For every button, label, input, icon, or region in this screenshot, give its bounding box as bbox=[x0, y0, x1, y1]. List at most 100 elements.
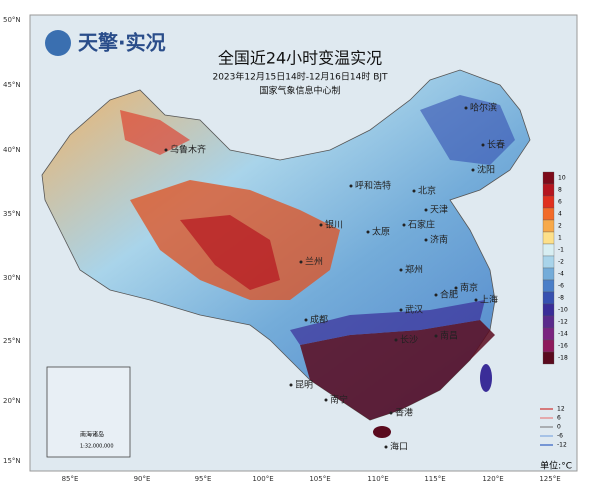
legend-swatch bbox=[542, 327, 555, 341]
city-label: 长春 bbox=[487, 139, 505, 151]
legend-label: -14 bbox=[558, 331, 568, 338]
lon-label: 120°E bbox=[482, 475, 503, 483]
line-legend-label: 12 bbox=[557, 406, 565, 413]
lat-label: 50°N bbox=[3, 16, 21, 24]
city-dot bbox=[389, 411, 393, 415]
legend-swatch bbox=[542, 255, 555, 269]
city-dot bbox=[399, 268, 403, 272]
city-label: 兰州 bbox=[305, 256, 323, 268]
city-label: 济南 bbox=[430, 234, 448, 246]
city-label: 合肥 bbox=[440, 289, 458, 301]
logo-icon bbox=[45, 30, 71, 56]
lat-label: 40°N bbox=[3, 146, 21, 154]
city-label: 天津 bbox=[430, 205, 448, 216]
city-dot bbox=[304, 318, 308, 322]
legend-swatch bbox=[542, 339, 555, 353]
line-legend-label: -6 bbox=[557, 433, 563, 440]
cold-edge bbox=[290, 300, 485, 345]
city-dot bbox=[349, 184, 353, 188]
cold-zone bbox=[300, 320, 495, 420]
line-legend-label: 6 bbox=[557, 415, 561, 422]
city-label: 哈尔滨 bbox=[470, 102, 497, 114]
city-dot bbox=[394, 338, 398, 342]
lon-label: 110°E bbox=[367, 475, 388, 483]
legend-swatch bbox=[542, 351, 555, 365]
city-dot bbox=[464, 106, 468, 110]
legend-label: -4 bbox=[558, 271, 564, 278]
city-label: 呼和浩特 bbox=[355, 180, 391, 192]
city-label: 香港 bbox=[395, 407, 413, 419]
title: 全国近24小时变温实况 bbox=[218, 49, 382, 68]
lat-label: 30°N bbox=[3, 274, 21, 282]
city-dot bbox=[319, 223, 323, 227]
legend-swatch bbox=[542, 303, 555, 317]
lon-label: 105°E bbox=[309, 475, 330, 483]
legend-label: -10 bbox=[558, 307, 568, 314]
city-dot bbox=[471, 168, 475, 172]
lon-label: 115°E bbox=[424, 475, 445, 483]
city-dot bbox=[454, 286, 458, 290]
lon-label: 85°E bbox=[62, 475, 79, 483]
city-dot bbox=[289, 383, 293, 387]
lon-label: 90°E bbox=[134, 475, 151, 483]
hainan bbox=[373, 426, 391, 438]
city-label: 北京 bbox=[418, 185, 436, 197]
city-dot bbox=[402, 223, 406, 227]
city-label: 银川 bbox=[325, 219, 343, 231]
city-dot bbox=[474, 298, 478, 302]
lat-label: 35°N bbox=[3, 210, 21, 218]
line-legend-label: -12 bbox=[557, 442, 567, 449]
city-label: 郑州 bbox=[405, 264, 423, 276]
logo: 天擎·实况 bbox=[78, 31, 166, 55]
city-label: 南京 bbox=[460, 282, 478, 294]
legend-label: 6 bbox=[558, 199, 562, 206]
city-label: 乌鲁木齐 bbox=[170, 144, 206, 156]
city-dot bbox=[366, 230, 370, 234]
legend-swatch bbox=[542, 231, 555, 245]
legend-swatch bbox=[542, 315, 555, 329]
city-dot bbox=[384, 445, 388, 449]
city-label: 上海 bbox=[480, 294, 498, 306]
city-label: 太原 bbox=[372, 226, 390, 238]
lon-label: 95°E bbox=[195, 475, 212, 483]
legend-label: -6 bbox=[558, 283, 564, 290]
lat-label: 45°N bbox=[3, 81, 21, 89]
subtitle: 2023年12月15日14时-12月16日14时 BJT bbox=[212, 71, 388, 83]
legend-label: -18 bbox=[558, 355, 568, 362]
city-dot bbox=[424, 238, 428, 242]
city-dot bbox=[434, 293, 438, 297]
city-label: 沈阳 bbox=[477, 164, 495, 176]
inset-label: 南海诸岛 bbox=[80, 431, 104, 439]
city-dot bbox=[324, 398, 328, 402]
city-dot bbox=[299, 260, 303, 264]
legend-label: -12 bbox=[558, 319, 568, 326]
city-label: 武汉 bbox=[405, 304, 423, 316]
cold-northeast bbox=[420, 95, 515, 165]
city-label: 昆明 bbox=[295, 380, 313, 391]
legend-swatch bbox=[542, 207, 555, 221]
warm-core bbox=[180, 215, 280, 290]
legend-label: 1 bbox=[558, 235, 562, 242]
legend-label: 8 bbox=[558, 187, 562, 194]
legend-label: 4 bbox=[558, 211, 562, 218]
taiwan bbox=[480, 364, 492, 392]
credit: 国家气象信息中心制 bbox=[259, 85, 340, 97]
city-label: 南昌 bbox=[440, 330, 458, 342]
city-dot bbox=[412, 189, 416, 193]
warm-north bbox=[120, 110, 190, 155]
inset bbox=[46, 366, 131, 458]
city-label: 石家庄 bbox=[408, 219, 435, 231]
legend-label: -1 bbox=[558, 247, 564, 254]
legend-label: 10 bbox=[558, 175, 566, 182]
city-label: 成都 bbox=[310, 314, 328, 326]
inset-scale: 1:32,000,000 bbox=[80, 444, 114, 450]
legend-swatch bbox=[542, 267, 555, 281]
legend-label: 2 bbox=[558, 223, 562, 230]
legend-swatch bbox=[542, 195, 555, 209]
city-dot bbox=[424, 208, 428, 212]
line-legend-label: 0 bbox=[557, 424, 561, 431]
legend-swatch bbox=[542, 291, 555, 305]
city-dot bbox=[434, 334, 438, 338]
legend-label: -2 bbox=[558, 259, 564, 266]
lat-label: 15°N bbox=[3, 457, 21, 465]
